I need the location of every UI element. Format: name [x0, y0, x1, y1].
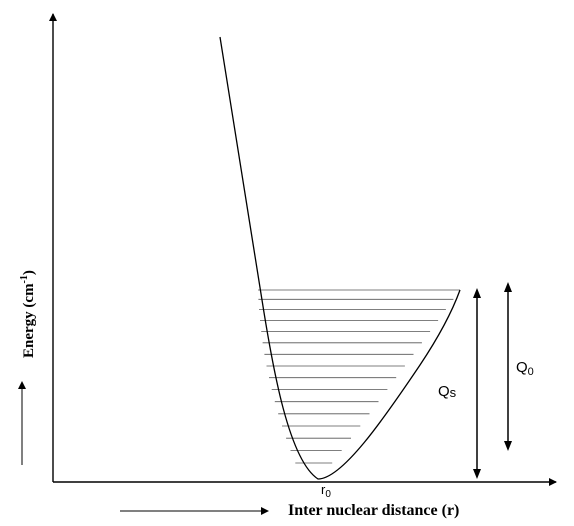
q0-arrow-bottom-head — [504, 441, 512, 451]
r0-label: r0 — [321, 482, 331, 500]
qs-arrow-top-head — [473, 288, 481, 298]
y-axis-title-close: ) — [21, 270, 37, 275]
r0-main: r — [321, 482, 326, 497]
y-axis-title-main: Energy (cm — [21, 283, 37, 358]
y-axis-title-superscript: -1 — [19, 275, 30, 283]
r0-subscript: 0 — [325, 489, 331, 500]
qs-label: Qs — [438, 383, 457, 400]
q0-subscript: 0 — [528, 366, 534, 378]
q0-arrow-top-head — [504, 282, 512, 292]
qs-arrow-bottom-head — [473, 469, 481, 479]
y-axis-title: Energy (cm-1) — [19, 270, 37, 358]
vibrational-levels — [258, 289, 460, 464]
qs-main: Q — [438, 383, 450, 400]
qs-subscript: s — [450, 385, 457, 400]
q0-main: Q — [516, 359, 528, 376]
x-axis-title: Inter nuclear distance (r) — [288, 502, 459, 519]
q0-label: Q0 — [516, 359, 534, 378]
potential-energy-curve — [219, 36, 461, 480]
